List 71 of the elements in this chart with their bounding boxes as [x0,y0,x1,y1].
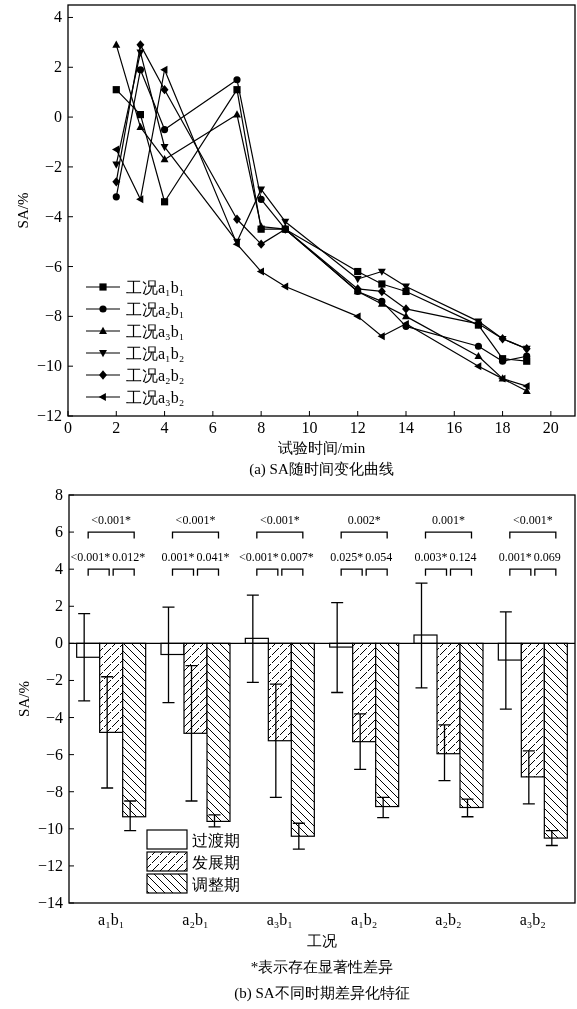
y-tick-label: −8 [45,782,63,800]
x-tick-label: a₁b₂ [351,911,378,928]
annotation: 0.003* [414,549,448,564]
legend-label: 工况a₁b₁ [126,279,185,296]
y-tick-label: −4 [44,207,62,225]
legend-label: 发展期 [192,854,240,871]
text: *表示存在显著性差异 [250,959,394,975]
x-tick-label: 14 [398,419,414,436]
x-tick-label: 6 [208,419,217,436]
x-tick-label: 20 [542,419,559,436]
y-tick-label: −2 [45,671,63,689]
y-tick-label: −10 [36,357,62,375]
y-tick-label: −2 [44,157,62,175]
y-axis-title: SA/% [15,192,31,229]
x-tick-label: 4 [160,419,169,436]
legend-label: 调整期 [192,876,240,893]
annotation: 0.001* [161,549,195,564]
annotation: 0.002* [347,512,381,527]
y-tick-label: 0 [54,108,62,126]
x-axis-title: 工况 [307,933,337,949]
annotation: 0.124 [449,549,477,564]
y-axis-title: SA/% [16,681,32,717]
x-tick-label: 12 [349,419,366,436]
annotation: 0.041* [196,549,230,564]
y-tick-label: 2 [54,58,62,76]
annotation: <0.001* [70,549,111,564]
annotation: 0.012* [112,549,146,564]
y-tick-label: −4 [45,708,63,726]
y-tick-label: −10 [37,819,63,837]
annotation: 0.025* [330,549,364,564]
annotation: <0.001* [175,512,216,527]
y-tick-label: 4 [54,8,62,26]
y-tick-label: 6 [55,523,63,541]
y-tick-label: 0 [55,634,63,652]
y-tick-label: 8 [55,486,63,503]
legend-label: 工况a₃b₂ [126,389,185,406]
x-axis-title: 试验时间/min [277,440,366,456]
legend-label: 工况a₂b₂ [126,367,185,384]
x-tick-label: a₁b₁ [98,911,125,928]
y-tick-label: −12 [36,407,62,424]
x-tick-label: a₂b₁ [182,911,209,928]
y-tick-label: 4 [55,560,63,578]
annotation: 0.069 [533,549,561,564]
text: (a) SA随时间变化曲线 [249,461,394,478]
annotation: 0.007* [280,549,314,564]
annotation: 0.001* [498,549,532,564]
x-tick-label: a₃b₂ [519,911,546,928]
legend-label: 工况a₂b₁ [126,301,185,318]
legend-label: 过渡期 [192,832,240,849]
x-tick-label: a₂b₂ [435,911,462,928]
x-tick-label: 18 [494,419,511,436]
y-tick-label: −8 [44,307,62,325]
y-tick-label: −6 [45,745,63,763]
legend-label: 工况a₁b₂ [126,345,185,362]
y-tick-label: −14 [37,894,63,911]
annotation: <0.001* [91,512,132,527]
x-tick-label: 8 [257,419,266,436]
annotation: 0.054 [365,549,393,564]
legend-label: 工况a₃b₁ [126,323,185,340]
x-tick-label: 10 [301,419,318,436]
x-tick-label: 2 [112,419,121,436]
x-tick-label: 16 [446,419,463,436]
x-tick-label: a₃b₁ [266,911,293,928]
y-tick-label: −12 [37,856,63,874]
annotation: <0.001* [259,512,300,527]
annotation: <0.001* [239,549,279,564]
annotation: <0.001* [512,512,553,527]
y-tick-label: −6 [44,257,62,275]
y-tick-label: 2 [55,597,63,615]
text: (b) SA不同时期差异化特征 [234,985,410,1002]
annotation: 0.001* [432,512,465,527]
